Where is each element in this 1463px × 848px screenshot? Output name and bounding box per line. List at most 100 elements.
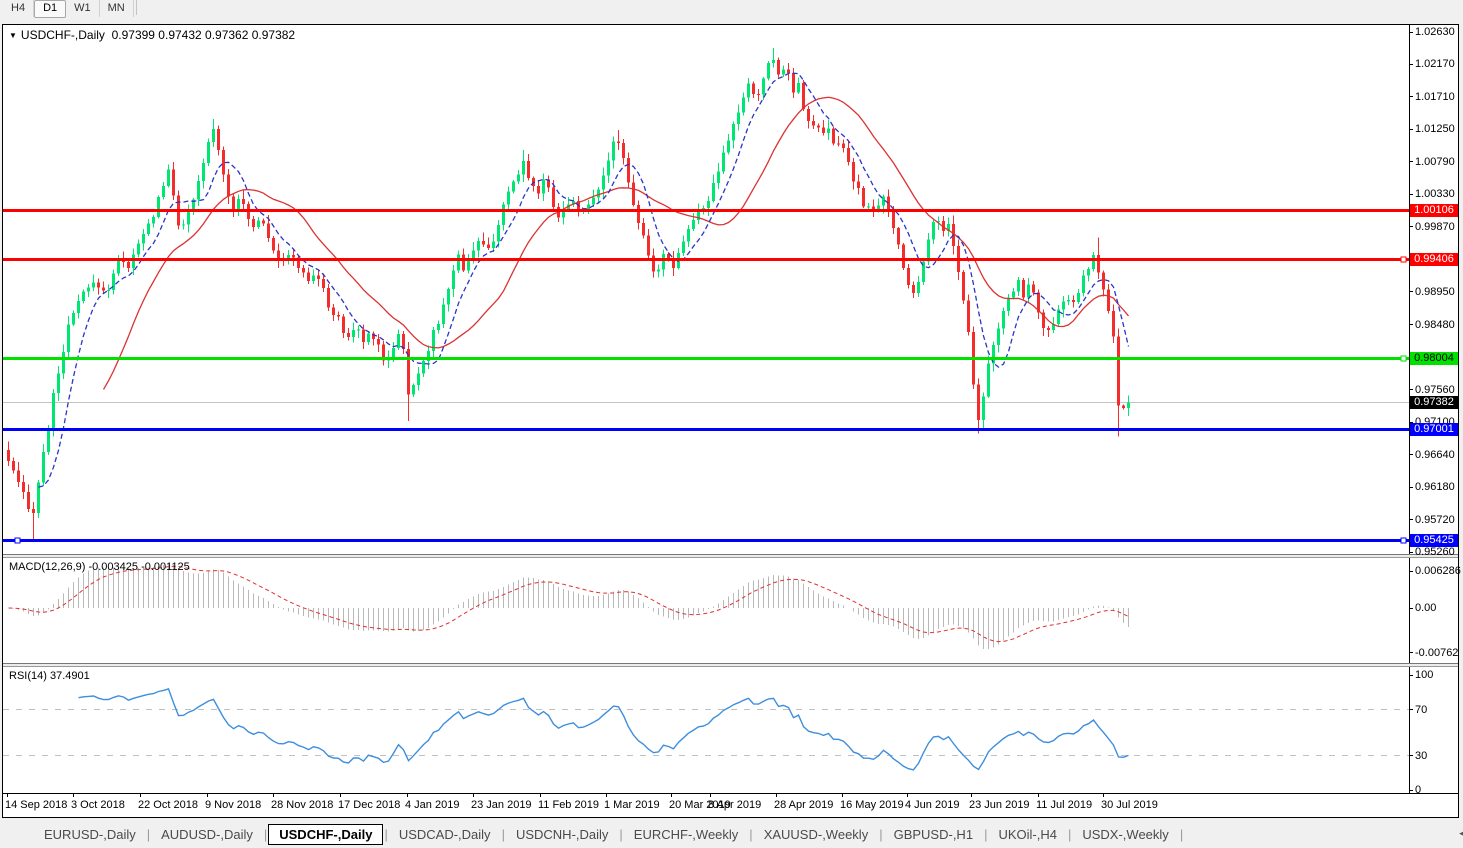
- candle-body: [257, 220, 260, 228]
- candle-body: [1052, 324, 1055, 331]
- macd-panel-splitter[interactable]: [3, 554, 1458, 558]
- candle-body: [822, 127, 825, 133]
- rsi-tick-mark: [1409, 755, 1413, 756]
- price-tick-mark: [1409, 519, 1413, 521]
- candle-body: [687, 228, 690, 242]
- symbol-tab-eurusd[interactable]: EURUSD-,Daily: [44, 827, 136, 842]
- tab-scroll-arrows[interactable]: ◀▶: [1459, 828, 1463, 839]
- candle-body: [852, 162, 855, 182]
- candle-body: [892, 208, 895, 229]
- candle-body: [452, 270, 455, 290]
- date-label: 16 May 2019: [840, 799, 904, 811]
- candle-body: [132, 254, 135, 269]
- candle-body: [1057, 309, 1060, 325]
- candle-body: [157, 197, 160, 217]
- timeframe-button-mn[interactable]: MN: [100, 0, 134, 17]
- candle-body: [37, 482, 40, 514]
- hline-0.98004[interactable]: [3, 357, 1409, 360]
- symbol-tab-usdcnh[interactable]: USDCNH-,Daily: [515, 827, 609, 842]
- candle-body: [462, 254, 465, 271]
- timeframe-button-d1[interactable]: D1: [34, 0, 67, 18]
- tab-separator: |: [501, 827, 505, 842]
- hline-handle[interactable]: [14, 537, 21, 544]
- rsi-panel-splitter[interactable]: [3, 663, 1458, 667]
- price-badge-0.95425: 0.95425: [1410, 533, 1458, 547]
- candle-body: [617, 141, 620, 143]
- candle-body: [942, 220, 945, 232]
- candle-body: [1067, 299, 1070, 302]
- symbol-tab-usdcad[interactable]: USDCAD-,Daily: [398, 827, 491, 842]
- symbol-tab-ukoil[interactable]: UKOil-,H4: [998, 827, 1057, 842]
- symbol-tab-usdx[interactable]: USDX-,Weekly: [1082, 827, 1169, 842]
- hline-handle[interactable]: [1400, 537, 1407, 544]
- symbol-tab-audusd[interactable]: AUDUSD-,Daily: [161, 827, 253, 842]
- candle-body: [322, 279, 325, 289]
- price-badge-1.00106: 1.00106: [1410, 203, 1458, 217]
- candle-body: [757, 94, 760, 96]
- date-label: 4 Jun 2019: [905, 799, 960, 811]
- macd-indicator-label: MACD(12,26,9) -0.003425 -0.001125: [9, 561, 190, 573]
- symbol-tab-eurchf[interactable]: EURCHF-,Weekly: [633, 827, 739, 842]
- candle-body: [232, 196, 235, 211]
- candle-body: [152, 216, 155, 224]
- candle-body: [592, 197, 595, 205]
- candle-body: [327, 288, 330, 308]
- candle-body: [497, 225, 500, 242]
- price-tick-label: 0.95720: [1415, 513, 1455, 526]
- hline-handle[interactable]: [1400, 355, 1407, 362]
- timeframe-button-h4[interactable]: H4: [3, 0, 35, 17]
- candle-body: [652, 255, 655, 272]
- candle-body: [252, 218, 255, 228]
- symbol-tab-usdchf[interactable]: USDCHF-,Daily: [268, 824, 384, 845]
- macd-tick-label: 0.00: [1415, 602, 1437, 614]
- price-tick-label: 0.98950: [1415, 285, 1455, 298]
- candle-body: [22, 481, 25, 493]
- symbol-dropdown-icon[interactable]: ▼: [9, 31, 17, 40]
- candle-body: [667, 253, 670, 259]
- candle-body: [762, 78, 765, 95]
- candle-body: [527, 161, 530, 179]
- candle-body: [137, 243, 140, 255]
- hline-0.99406[interactable]: [3, 258, 1409, 261]
- hline-handle[interactable]: [1400, 256, 1407, 263]
- candle-body: [1027, 284, 1030, 298]
- timeframe-button-w1[interactable]: W1: [66, 0, 100, 17]
- chart-canvas[interactable]: [3, 25, 1458, 793]
- rsi-tick-label: 70: [1415, 703, 1428, 716]
- candle-body: [792, 73, 795, 93]
- candle-body: [922, 261, 925, 283]
- symbol-tab-xauusd[interactable]: XAUUSD-,Weekly: [763, 827, 869, 842]
- candle-body: [602, 175, 605, 190]
- candle-body: [312, 275, 315, 282]
- date-tick-mark: [710, 794, 711, 797]
- tab-separator: |: [384, 827, 388, 842]
- date-tick-mark: [407, 794, 408, 797]
- date-tick-mark: [671, 794, 672, 797]
- hline-1.00106[interactable]: [3, 209, 1409, 212]
- hline-0.97001[interactable]: [3, 428, 1409, 431]
- candle-body: [1007, 297, 1010, 312]
- tab-separator: |: [619, 827, 623, 842]
- candle-body: [1017, 280, 1020, 292]
- candle-body: [1072, 299, 1075, 303]
- candle-body: [547, 179, 550, 188]
- candle-body: [422, 361, 425, 374]
- candle-body: [837, 143, 840, 145]
- date-label: 3 Oct 2018: [71, 799, 125, 811]
- candle-body: [347, 333, 350, 338]
- candle-body: [812, 121, 815, 126]
- price-tick-label: 0.99870: [1415, 220, 1455, 233]
- candle-body: [292, 255, 295, 258]
- candle-body: [407, 348, 410, 395]
- candle-body: [307, 272, 310, 282]
- symbol-tab-gbpusd[interactable]: GBPUSD-,H1: [893, 827, 974, 842]
- candle-body: [477, 240, 480, 251]
- candle-body: [802, 83, 805, 110]
- candle-body: [787, 69, 790, 74]
- candle-body: [627, 157, 630, 183]
- hline-0.95425[interactable]: [3, 539, 1409, 542]
- candle-body: [212, 129, 215, 142]
- ma-fast-line: [38, 72, 1130, 488]
- candle-body: [372, 333, 375, 339]
- candle-body: [367, 333, 370, 343]
